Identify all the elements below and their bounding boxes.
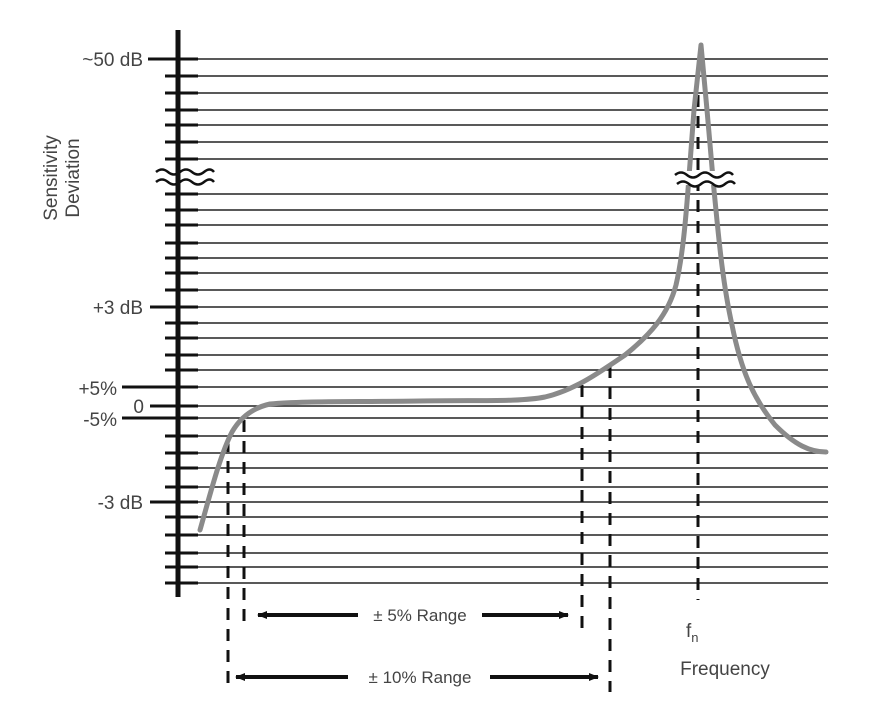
ten-pct-range-label: ± 10% Range [369,668,472,687]
y-axis-title-line2: Deviation [63,138,84,217]
resonance-subscript: n [691,630,698,645]
axis-ticks [165,57,198,585]
axis-break-icon [150,168,215,188]
resonance-f: f [686,621,692,642]
label-minus3: -3 dB [98,493,143,514]
label-minus5pct: -5% [83,410,117,431]
label-zero: 0 [133,397,144,418]
five-pct-range-label: ± 5% Range [373,606,466,625]
resonance-label: fn [686,621,699,645]
label-plus3: +3 dB [93,298,143,319]
x-axis-title: Frequency [680,659,770,680]
gridlines [180,58,828,584]
y-axis-title-line1: Sensitivity [41,135,62,221]
label-plus5pct: +5% [78,379,117,400]
y-axis-title: Sensitivity Deviation [41,135,84,221]
response-curve [197,42,829,533]
label-top: ~50 dB [82,50,143,71]
curve-break-icon [672,171,736,188]
